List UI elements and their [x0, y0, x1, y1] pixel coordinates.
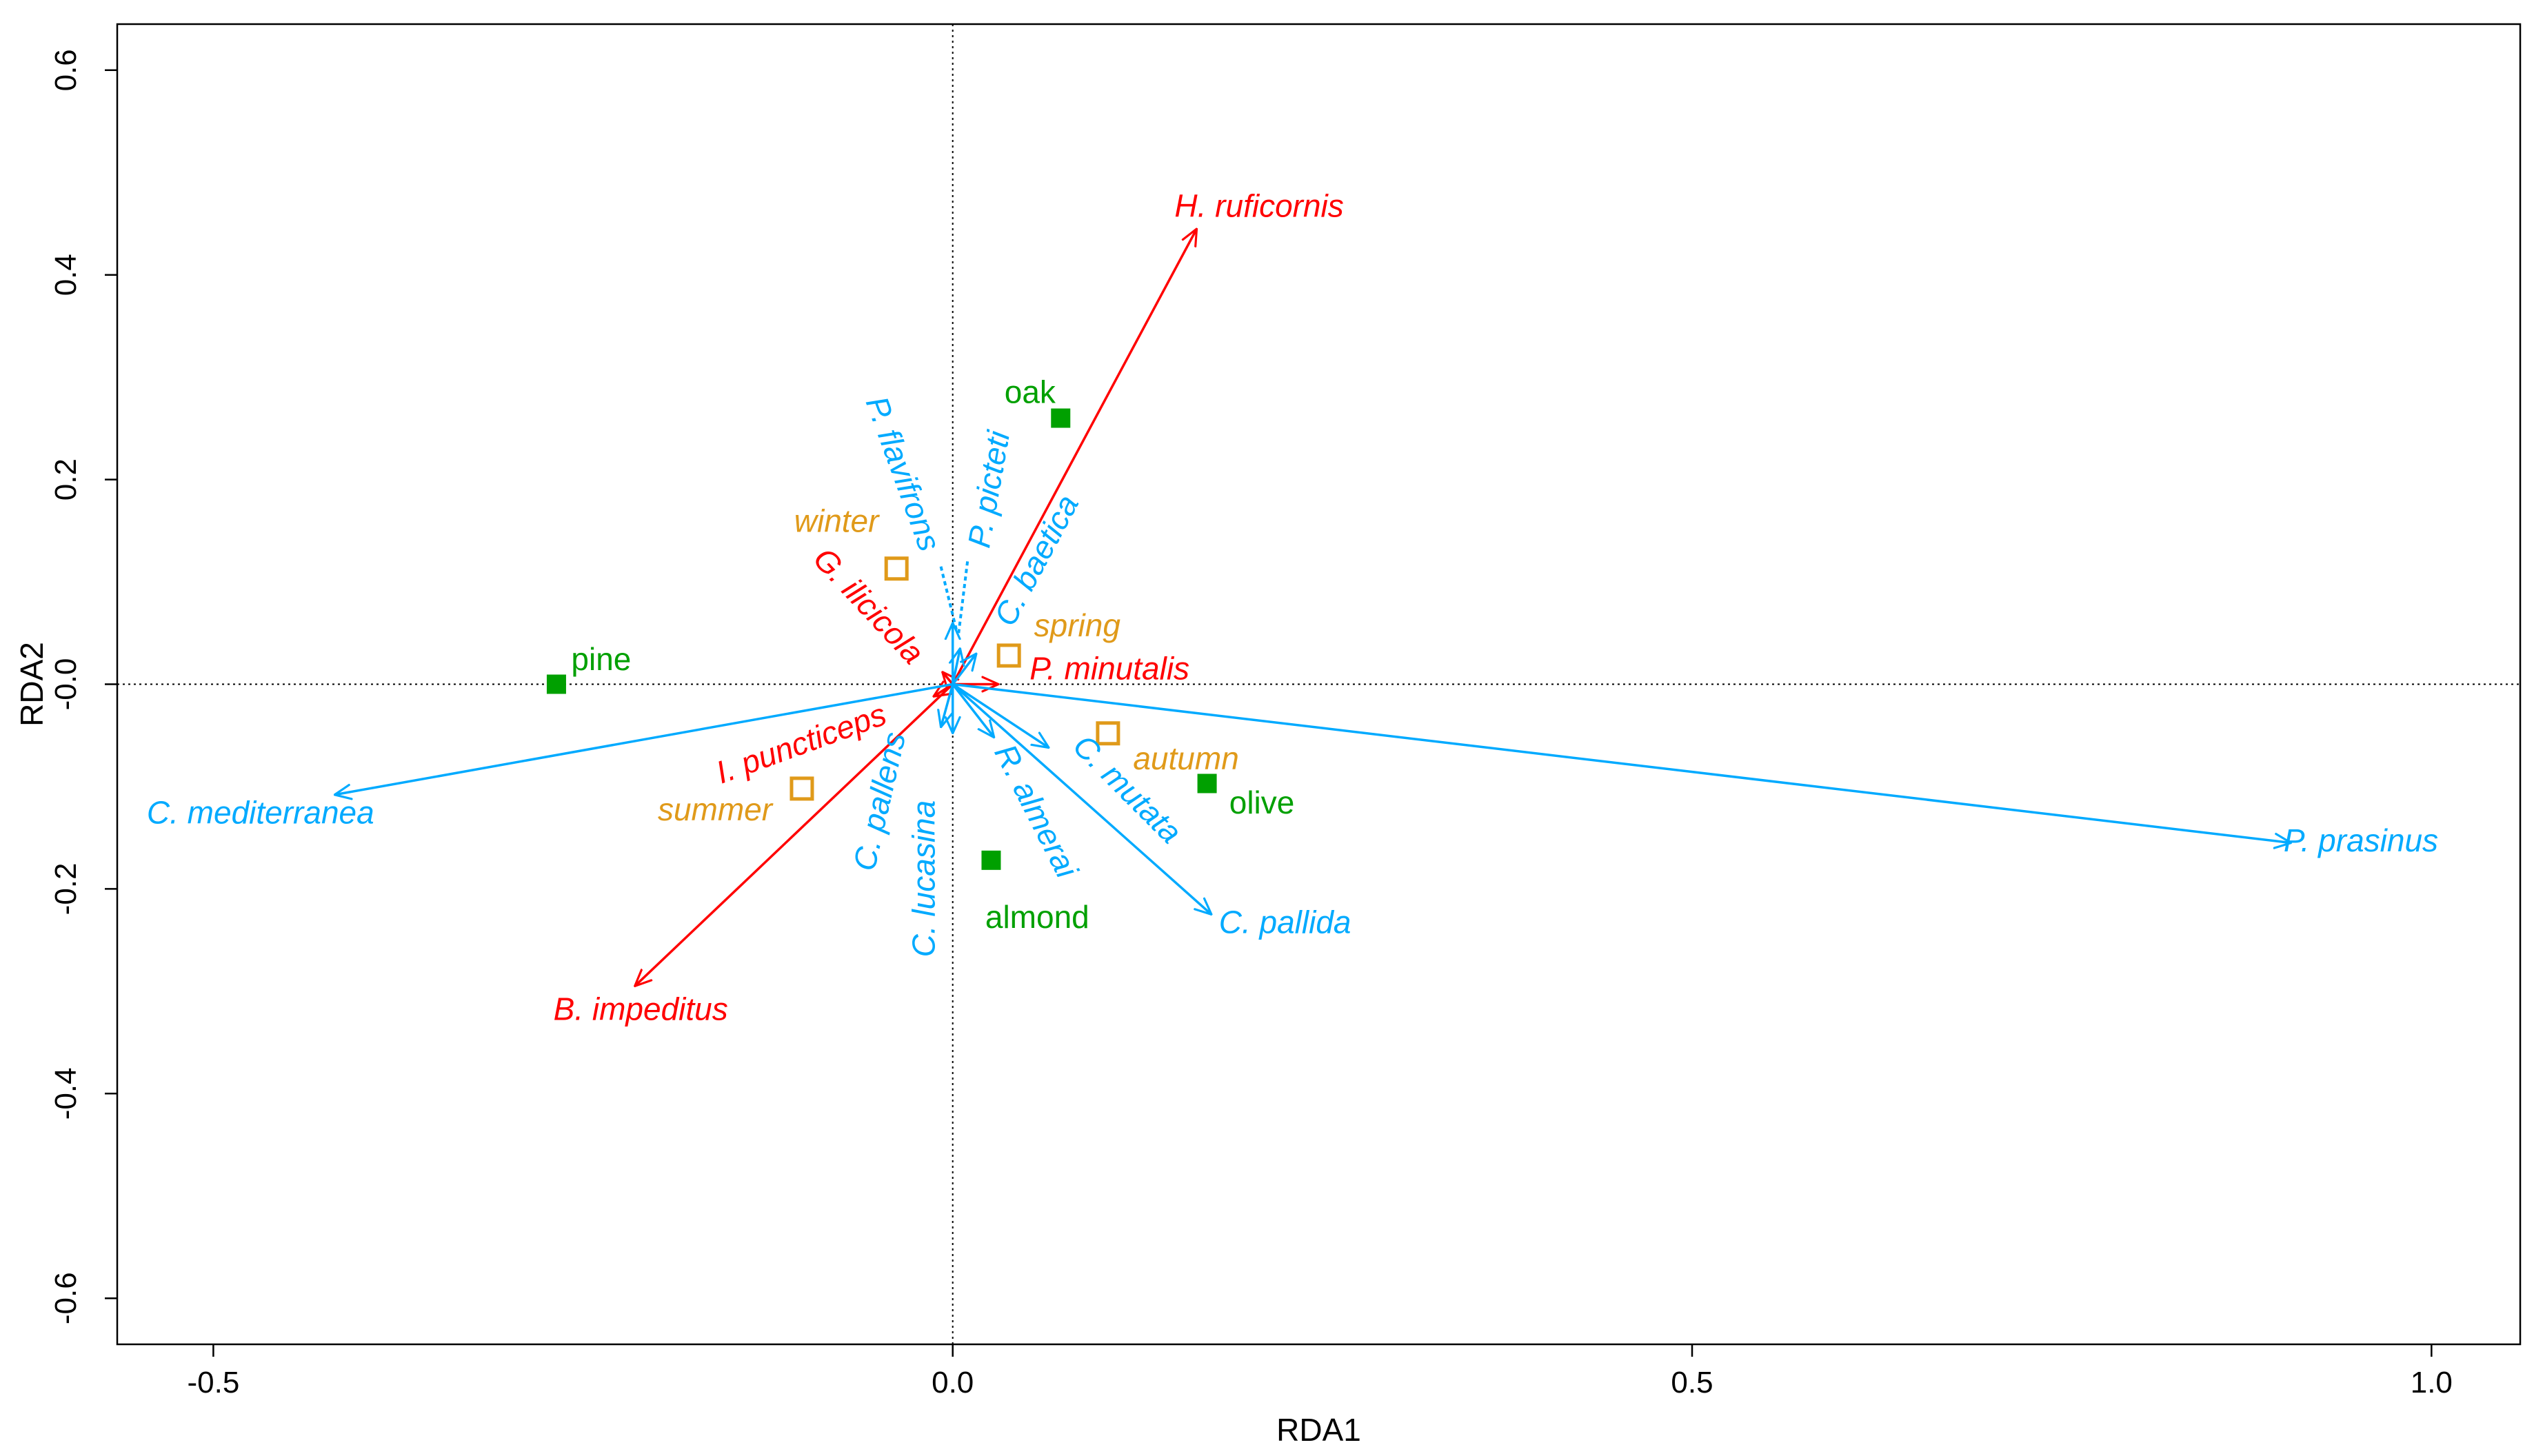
dashed-leader-line — [939, 566, 959, 634]
dashed-leader-line — [957, 561, 969, 634]
arrow-label-c-pallida: C. pallida — [1219, 904, 1351, 940]
season-point-spring — [996, 643, 1021, 668]
season-label-winter: winter — [794, 503, 880, 539]
arrow-b-impeditus — [635, 683, 954, 987]
y-tick-label: 0.2 — [49, 458, 83, 501]
y-tick-label: 0.6 — [49, 49, 83, 91]
site-label-olive: olive — [1229, 785, 1295, 820]
arrow-c-pallens — [941, 684, 954, 727]
season-point-winter — [884, 556, 909, 581]
arrow-c-mutata — [952, 683, 1049, 748]
arrow-label-c-mediterranea: C. mediterranea — [147, 795, 374, 831]
arrow-h-ruficornis — [952, 229, 1197, 685]
season-label-spring: spring — [1034, 607, 1121, 643]
x-tick-label: 0.0 — [932, 1366, 974, 1399]
season-point-autumn — [1096, 721, 1120, 746]
arrow-label-p-minutalis: P. minutalis — [1029, 650, 1189, 686]
season-label-autumn: autumn — [1133, 740, 1238, 776]
x-tick-label: 0.5 — [1671, 1366, 1713, 1399]
site-label-pine: pine — [571, 641, 631, 677]
arrow-label-c-pallens: C. pallens — [846, 729, 913, 874]
y-tick-label: -0.4 — [49, 1067, 83, 1120]
site-point-olive — [1197, 774, 1217, 793]
arrow-label-h-ruficornis: H. ruficornis — [1174, 188, 1343, 223]
arrow-p-picteti — [953, 649, 961, 685]
site-label-oak: oak — [1005, 374, 1056, 410]
site-label-almond: almond — [985, 899, 1089, 935]
season-label-summer: summer — [658, 791, 774, 827]
arrow-label-p-prasinus: P. prasinus — [2284, 822, 2438, 858]
site-point-oak — [1051, 408, 1071, 428]
arrow-c-pallida — [952, 683, 1211, 915]
arrow-c-baetica — [952, 654, 976, 685]
arrow-label-i-puncticeps: I. puncticeps — [711, 696, 890, 790]
x-tick-label: -0.5 — [187, 1366, 239, 1399]
arrow-label-p-picteti: P. picteti — [961, 427, 1016, 551]
arrow-label-g-ilicicola: G. ilicicola — [807, 540, 932, 671]
y-tick-label: -0.2 — [49, 862, 83, 915]
y-tick-label: 0.4 — [49, 254, 83, 296]
y-axis-title: RDA2 — [14, 642, 50, 727]
site-point-almond — [981, 850, 1001, 870]
x-axis-title: RDA1 — [1276, 1412, 1361, 1448]
site-point-pine — [546, 674, 566, 694]
arrow-g-ilicicola — [943, 672, 953, 685]
arrow-label-c-lucasina: C. lucasina — [905, 800, 941, 958]
y-tick-label: -0.0 — [49, 658, 83, 711]
arrow-p-prasinus — [952, 682, 2291, 843]
arrow-label-b-impeditus: B. impeditus — [554, 991, 728, 1027]
arrow-c-mediterranea — [334, 682, 954, 795]
season-point-summer — [790, 776, 814, 801]
arrow-i-puncticeps — [934, 685, 954, 697]
arrow-r-almerai — [952, 683, 994, 738]
x-tick-label: 1.0 — [2411, 1366, 2453, 1399]
y-tick-label: -0.6 — [49, 1272, 83, 1324]
